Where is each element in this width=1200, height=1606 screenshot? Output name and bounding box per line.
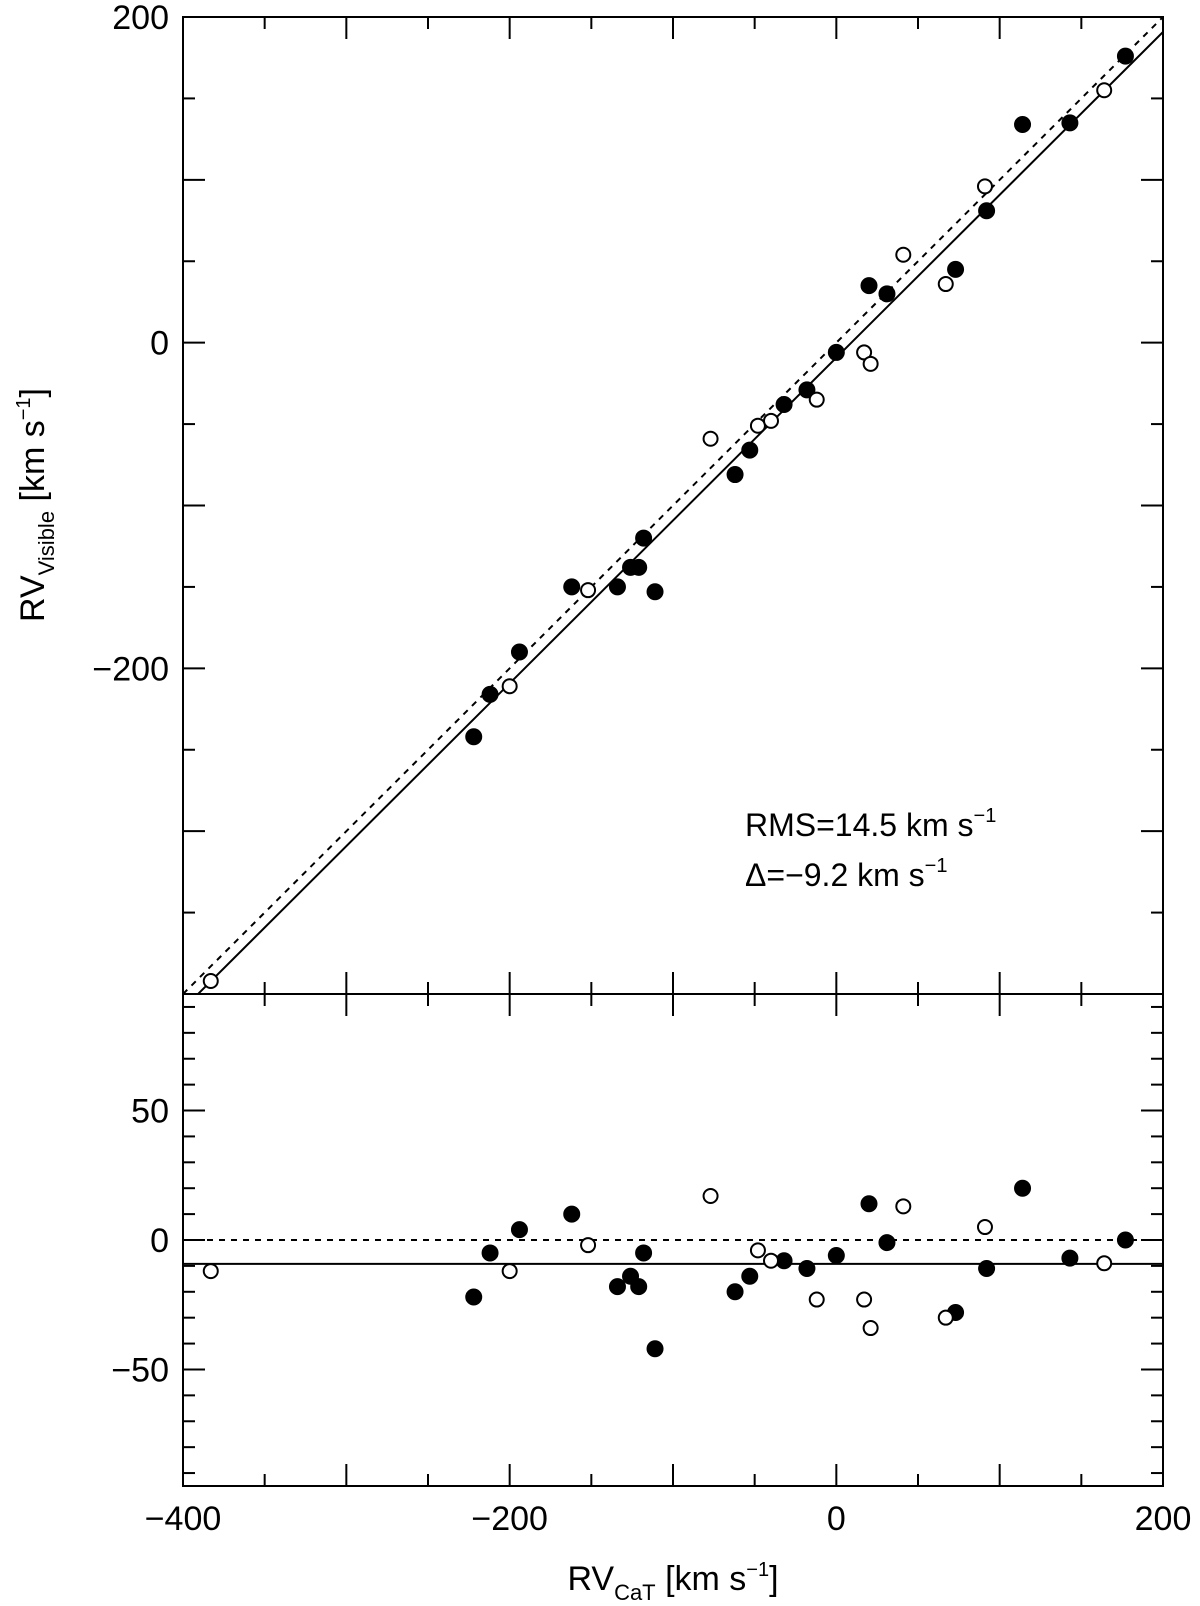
data-point-filled	[878, 1234, 896, 1252]
x-tick-label: −200	[471, 1500, 548, 1538]
identity-line	[183, 17, 1163, 994]
data-point-filled	[878, 285, 896, 303]
data-point-filled	[1014, 115, 1032, 133]
data-point-filled	[860, 277, 878, 295]
data-point-filled	[1061, 1249, 1079, 1267]
y-tick-label: −200	[92, 650, 169, 688]
annotation-exponent: −1	[925, 855, 948, 877]
data-point-open	[749, 417, 766, 434]
data-point-open	[976, 178, 993, 195]
data-point-filled	[978, 1259, 996, 1277]
annotation-text: RMS=14.5 km s−1	[745, 805, 996, 843]
data-point-open	[749, 1242, 766, 1259]
y-tick-label: 0	[150, 1222, 169, 1260]
data-point-filled	[741, 1267, 759, 1285]
data-point-open	[895, 1198, 912, 1215]
data-point-open	[702, 1187, 719, 1204]
y-tick-label: 200	[112, 0, 169, 37]
data-point-open	[862, 1320, 879, 1337]
data-point-filled	[481, 685, 499, 703]
data-point-filled	[1116, 1231, 1134, 1249]
data-point-open	[895, 246, 912, 263]
y-tick-label: −50	[111, 1351, 169, 1389]
data-point-filled	[827, 1247, 845, 1265]
data-point-open	[580, 1237, 597, 1254]
x-label-sub: CaT	[614, 1580, 656, 1605]
data-point-open	[501, 1263, 518, 1280]
x-tick-label: −400	[145, 1500, 222, 1538]
data-point-open	[702, 430, 719, 447]
y-label-close: ]	[14, 388, 52, 397]
x-label-main: RV	[567, 1560, 614, 1598]
data-point-filled	[510, 1221, 528, 1239]
data-point-open	[862, 355, 879, 372]
data-point-filled	[798, 381, 816, 399]
data-point-filled	[630, 1278, 648, 1296]
plot-area	[183, 17, 1163, 994]
data-point-filled	[608, 578, 626, 596]
data-point-filled	[481, 1244, 499, 1262]
x-axis-label: RVCaT [km s−1]	[567, 1559, 778, 1605]
x-label-close: ]	[769, 1560, 778, 1598]
data-point-open	[808, 1291, 825, 1308]
data-point-open	[1096, 1255, 1113, 1272]
data-point-filled	[726, 1283, 744, 1301]
data-point-open	[1096, 82, 1113, 99]
data-point-open	[937, 276, 954, 293]
x-label-exp: −1	[746, 1559, 769, 1581]
data-point-filled	[635, 529, 653, 547]
x-tick-label: 200	[1135, 1500, 1192, 1538]
data-point-filled	[646, 583, 664, 601]
annotation-exponent: −1	[974, 805, 997, 827]
data-point-filled	[798, 1259, 816, 1277]
data-point-open	[763, 1252, 779, 1269]
data-point-open	[501, 678, 518, 695]
data-point-filled	[465, 1288, 483, 1306]
y-label-sub: Visible	[34, 511, 59, 575]
data-point-open	[937, 1309, 954, 1326]
data-point-filled	[563, 1205, 581, 1223]
offset-line	[196, 31, 1163, 994]
data-point-filled	[1061, 114, 1079, 132]
data-point-filled	[1116, 47, 1134, 65]
data-point-open	[580, 582, 597, 599]
y-tick-label: 0	[150, 325, 169, 363]
y-label-main: RV	[14, 575, 52, 622]
bottom-panel: −50 0 50 −400 −200 0 200	[111, 993, 1192, 1538]
data-point-filled	[630, 558, 648, 576]
data-point-filled	[465, 728, 483, 746]
data-point-filled	[1014, 1179, 1032, 1197]
data-point-open	[763, 412, 779, 429]
y-tick-label: 50	[131, 1093, 169, 1131]
data-point-filled	[775, 396, 793, 414]
data-point-filled	[635, 1244, 653, 1262]
data-point-filled	[860, 1195, 878, 1213]
top-panel: −200 0 200 RMS=14.5 km s−1 Δ=−9.2 km s−1	[92, 0, 1164, 995]
y-axis-label: RVVisible [km s−1]	[13, 388, 59, 622]
data-point-filled	[646, 1340, 664, 1358]
plot-area	[183, 1179, 1163, 1358]
x-tick-label: 0	[827, 1500, 846, 1538]
data-point-filled	[978, 202, 996, 220]
y-label-unit: [km s	[14, 420, 52, 511]
axis-labels: RVCaT [km s−1]RVVisible [km s−1]	[13, 388, 779, 1605]
annotation-text: Δ=−9.2 km s−1	[745, 855, 947, 893]
data-point-open	[202, 1263, 219, 1280]
data-point-filled	[563, 578, 581, 596]
data-point-filled	[947, 260, 965, 278]
data-point-filled	[510, 643, 528, 661]
data-point-filled	[741, 441, 759, 459]
data-point-open	[856, 1291, 873, 1308]
data-point-open	[202, 972, 219, 989]
data-point-filled	[726, 466, 744, 484]
data-point-open	[976, 1219, 993, 1236]
y-label-exp: −1	[13, 397, 35, 420]
data-point-open	[808, 391, 825, 408]
data-point-filled	[827, 343, 845, 361]
x-label-unit: [km s	[656, 1560, 747, 1598]
data-point-filled	[608, 1278, 626, 1296]
